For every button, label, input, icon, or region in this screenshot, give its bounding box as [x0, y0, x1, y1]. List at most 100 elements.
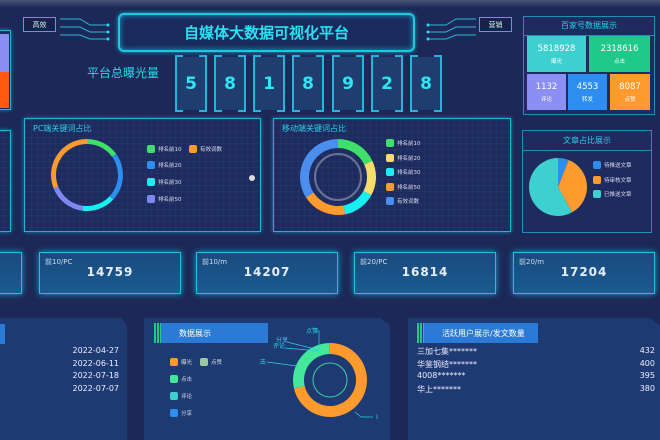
legend-label: 曝光 [181, 360, 193, 366]
mobile-keyword-title: 移动端关键词占比 [282, 124, 346, 133]
date-item: 2022-06-11 [72, 358, 120, 368]
tile-label: 转发 [581, 96, 593, 103]
legend-swatch [593, 161, 601, 169]
chart-segment[interactable] [293, 343, 330, 389]
legend-label: 有效词数 [397, 199, 420, 205]
chart-segment[interactable] [343, 190, 372, 215]
legend-item[interactable]: 排名前10 [386, 139, 421, 147]
chart-segment[interactable] [300, 139, 338, 198]
exposure-digit: 8 [410, 57, 442, 110]
user-row[interactable]: 4008******* 395 [417, 371, 655, 384]
callout-line [314, 330, 320, 350]
article-panel: 文章占比展示 待推送文章 待审核文章 已推送文章 [522, 130, 652, 233]
legend-swatch [170, 375, 178, 383]
tile-value: 5818928 [537, 43, 576, 54]
tile-value: 4553 [576, 81, 599, 92]
legend-label: 评论 [181, 394, 193, 400]
chart-segment[interactable] [82, 196, 114, 211]
legend-item[interactable]: 排名前50 [386, 182, 421, 191]
chart-segment[interactable] [558, 160, 587, 213]
legend-swatch [170, 409, 178, 417]
legend-swatch [386, 197, 394, 205]
legend-item[interactable]: 点击 [170, 375, 192, 383]
exposure-label: 平台总曝光量 [87, 66, 160, 80]
user-count: 395 [639, 371, 655, 380]
legend-swatch [147, 161, 155, 169]
legend-label: 排名前20 [397, 155, 421, 162]
legend-label: 排名前30 [158, 180, 182, 186]
legend-item[interactable]: 有效词数 [386, 197, 419, 205]
user-count: 432 [639, 346, 655, 355]
user-row[interactable]: 华上******* 380 [417, 384, 655, 397]
dates-list: 2022-04-27 2022-06-11 2022-07-18 2022-07-07 [56, 346, 120, 396]
callout-line [266, 361, 298, 367]
user-count: 380 [639, 383, 655, 393]
user-row[interactable]: 三加七集******* 432 [417, 346, 655, 359]
legend-item[interactable]: 评论 [170, 392, 192, 400]
chart-segment[interactable] [53, 186, 84, 211]
chart-segment[interactable] [305, 192, 346, 215]
chart-segment[interactable] [87, 139, 117, 157]
legend-item[interactable]: 待推送文章 [593, 161, 632, 169]
stat-box: 前10/m 14207 [196, 252, 338, 294]
date-item: 2022-07-07 [72, 383, 120, 393]
legend-item[interactable]: 待审核文章 [593, 175, 632, 184]
legend-item[interactable]: 有效词数 [189, 145, 222, 153]
baijia-title: 百家号数据展示 [524, 17, 654, 36]
active-users-list: 三加七集******* 432 华鉴钢结******* 400 4008******* 3… [417, 346, 655, 396]
legend-item[interactable]: 已推送文章 [593, 190, 632, 198]
legend-swatch [386, 182, 394, 191]
legend-item[interactable]: 排名前10 [147, 145, 182, 153]
tile-value: 8087 [619, 81, 641, 92]
tag-marketing: 营销 [479, 17, 512, 32]
chart-segment[interactable] [529, 158, 572, 216]
exposure-digit: 1 [253, 57, 285, 110]
legend-swatch [386, 168, 394, 176]
mobile-keyword-panel: 移动端关键词占比 排名前10 排名前20 排名前30 排名前50 有效词数 [273, 118, 511, 232]
tile-value: 1132 [535, 81, 558, 92]
legend-item[interactable]: 点赞 [200, 358, 222, 366]
user-name: 4008******* [417, 371, 466, 380]
exposure-digit: 9 [332, 57, 364, 110]
chart-segment[interactable] [363, 160, 376, 196]
user-row[interactable]: 华鉴钢结******* 400 [417, 359, 655, 372]
dates-header-partial [0, 324, 5, 344]
user-name: 华鉴钢结******* [417, 359, 477, 369]
pc-keyword-title: PC端关键词占比 [33, 124, 92, 133]
chart-segment[interactable] [51, 139, 87, 189]
legend-label: 点赞 [211, 360, 223, 366]
user-name: 三加七集******* [417, 347, 477, 356]
chart-segment[interactable] [338, 139, 373, 165]
data-display-title: 数据展示 [154, 323, 268, 343]
legend-item[interactable]: 曝光 [170, 358, 192, 366]
legend-item[interactable]: 分享 [170, 409, 192, 417]
inner-ring [312, 362, 348, 398]
chart-segment[interactable] [293, 343, 367, 417]
tile-label: 评论 [540, 96, 552, 103]
tile-label: 点赞 [624, 96, 636, 103]
chart-segment[interactable] [109, 153, 124, 200]
legend-label: 待推送文章 [604, 163, 632, 169]
legend-label: 排名前50 [397, 184, 421, 191]
date-item: 2022-07-18 [72, 371, 120, 380]
slider-dot[interactable] [249, 175, 255, 181]
legend-item[interactable]: 排名前20 [147, 161, 182, 169]
legend-swatch [147, 145, 155, 153]
mobile-keyword-donut [300, 139, 376, 215]
legend-item[interactable]: 排名前50 [147, 195, 182, 203]
chart-segment[interactable] [558, 158, 569, 187]
callout-line [284, 347, 320, 352]
date-item: 2022-04-27 [72, 346, 120, 355]
stat-key: 前20/m [519, 258, 545, 266]
legend-item[interactable]: 排名前30 [386, 168, 421, 176]
legend-item[interactable]: 排名前20 [386, 153, 421, 162]
legend-swatch [189, 145, 197, 153]
callout-label: 评论 [273, 342, 285, 350]
stat-value: 17204 [560, 265, 608, 279]
legend-item[interactable]: 排名前30 [147, 178, 182, 186]
exposure-digit: 8 [292, 57, 324, 110]
exposure-digit: 2 [371, 57, 403, 110]
stat-box-partial [0, 252, 22, 294]
stat-key: 前10/m [202, 258, 228, 266]
